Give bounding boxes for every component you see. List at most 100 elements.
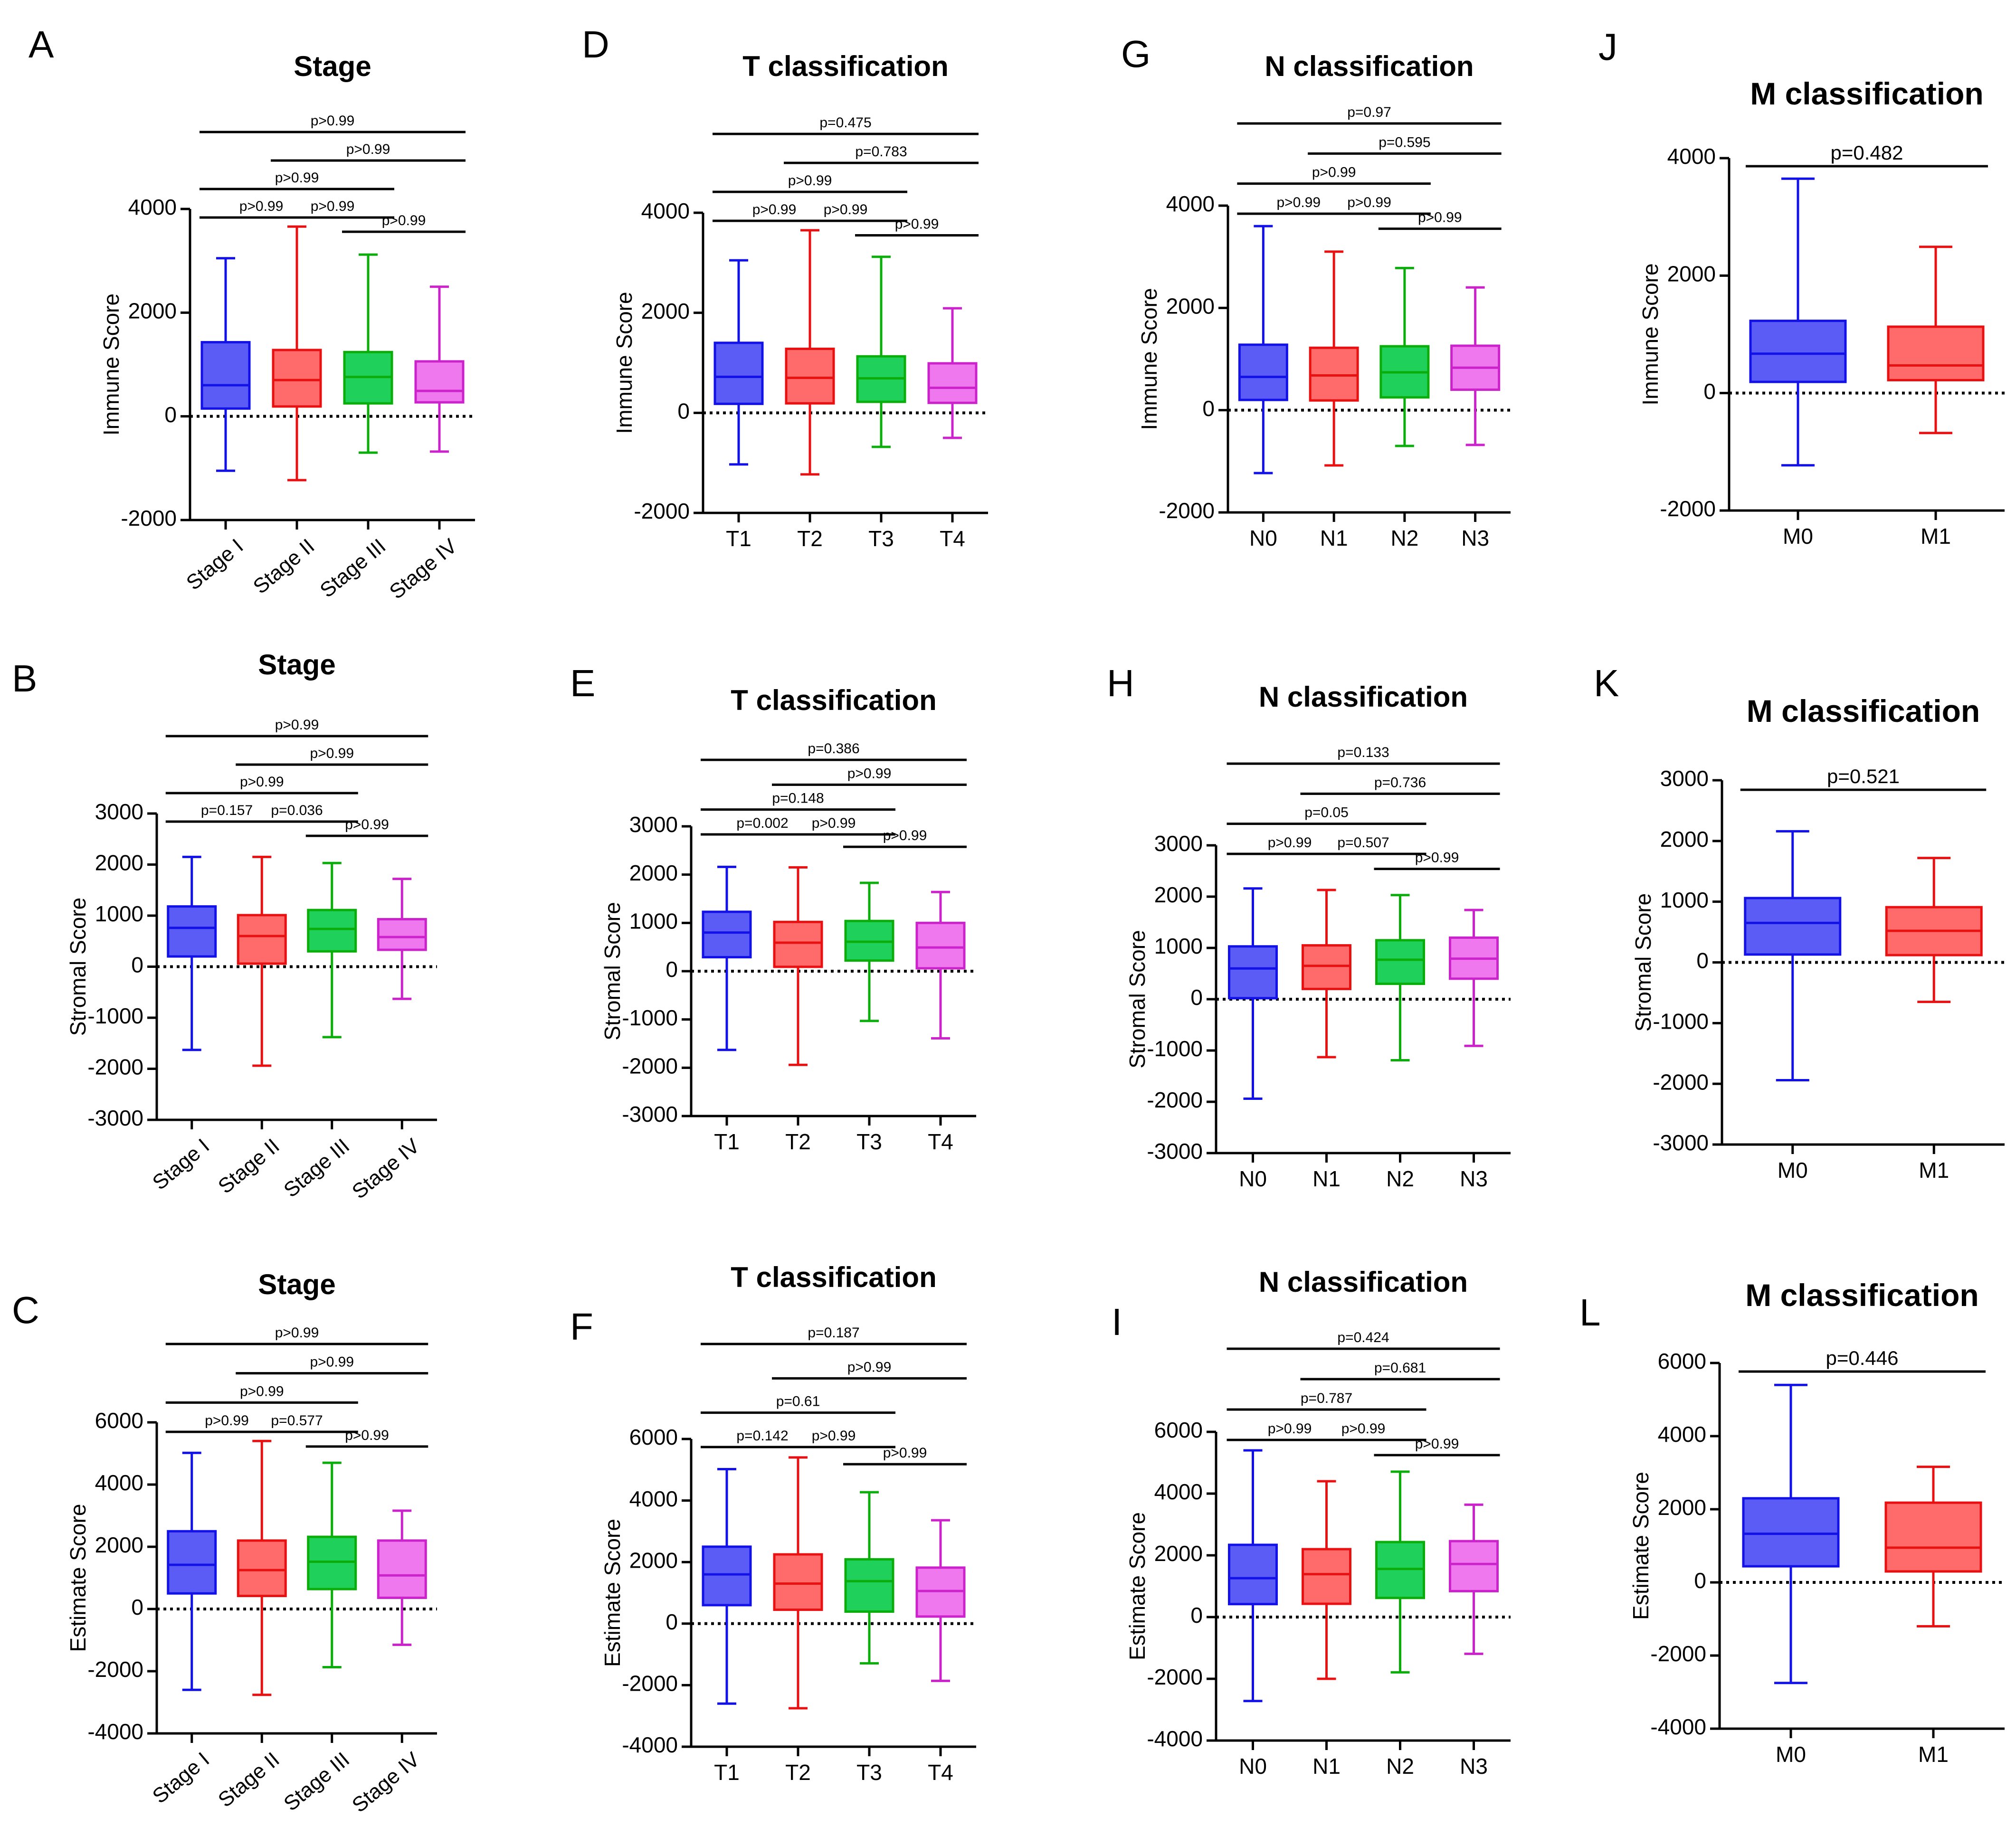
p-value-label: p=0.05	[1304, 805, 1349, 821]
y-tick-label: 6000	[1154, 1418, 1203, 1442]
p-value-label: p=0.482	[1831, 142, 1903, 164]
y-tick-label: 6000	[629, 1425, 678, 1449]
x-tick-label: N2	[1390, 526, 1418, 550]
y-tick-label: -4000	[1650, 1714, 1706, 1739]
p-value-label: p>0.99	[310, 746, 354, 761]
x-tick-label: T4	[928, 1760, 953, 1785]
x-tick-label: M1	[1919, 1158, 1949, 1183]
x-tick-label: Stage IV	[385, 534, 462, 604]
box-iqr	[1887, 325, 1985, 381]
y-tick-label: 0	[1190, 985, 1203, 1010]
p-value-label: p>0.99	[1268, 1421, 1312, 1437]
box-iqr	[307, 909, 357, 953]
p-value-label: p>0.99	[382, 213, 426, 228]
y-tick-label: 0	[1190, 1603, 1203, 1628]
box-iqr	[1238, 343, 1288, 401]
y-tick-label: 4000	[1658, 1422, 1706, 1447]
p-value-label: p=0.521	[1827, 765, 1900, 787]
p-value-label: p=0.187	[808, 1325, 859, 1341]
x-tick-label: Stage II	[249, 534, 319, 598]
x-tick-label: Stage I	[148, 1748, 214, 1808]
box-iqr	[785, 348, 835, 405]
panel-title: Stage	[258, 1268, 335, 1300]
y-tick-label: -1000	[1653, 1009, 1709, 1033]
x-tick-label: Stage III	[279, 1748, 354, 1816]
y-tick-label: 2000	[641, 299, 690, 323]
x-tick-label: N1	[1312, 1166, 1341, 1191]
p-value-label: p>0.99	[1415, 1436, 1459, 1452]
y-tick-label: -1000	[622, 1005, 678, 1030]
panel-letter-i: I	[1112, 1301, 1122, 1343]
y-tick-label: -3000	[1147, 1139, 1203, 1164]
y-tick-label: 0	[677, 398, 690, 423]
y-tick-label: -4000	[87, 1719, 143, 1744]
p-value-label: p=0.783	[855, 144, 907, 160]
x-tick-label: N3	[1460, 1166, 1488, 1191]
p-value-label: p>0.99	[240, 774, 284, 790]
box-iqr	[237, 1539, 287, 1597]
y-tick-label: 2000	[1154, 1541, 1203, 1566]
x-tick-label: N0	[1239, 1754, 1267, 1779]
panel-title: Stage	[258, 649, 335, 681]
panel-title: N classification	[1265, 50, 1474, 82]
y-tick-label: 0	[1694, 1568, 1706, 1593]
x-tick-label: N3	[1460, 1754, 1488, 1779]
y-tick-label: 3000	[1154, 831, 1203, 856]
box-iqr	[713, 341, 764, 405]
box-iqr	[773, 1553, 823, 1611]
y-tick-label: 4000	[641, 199, 690, 223]
panel-letter-l: L	[1579, 1291, 1601, 1334]
box-iqr	[307, 1535, 357, 1590]
x-tick-label: N2	[1386, 1166, 1414, 1191]
x-tick-label: T4	[928, 1129, 953, 1154]
box-iqr	[702, 910, 752, 959]
y-axis-label: Stromal Score	[600, 902, 625, 1040]
p-value-label: p=0.61	[776, 1394, 820, 1410]
x-tick-label: N1	[1320, 526, 1348, 550]
x-tick-label: Stage III	[315, 534, 390, 602]
box-iqr	[702, 1545, 752, 1607]
y-tick-label: 2000	[1154, 882, 1203, 907]
x-tick-label: T2	[785, 1760, 811, 1785]
p-value-label: p>0.99	[345, 817, 389, 833]
p-value-label: p=0.577	[271, 1413, 323, 1429]
y-tick-label: 1000	[629, 909, 678, 933]
x-tick-label: N2	[1386, 1754, 1414, 1779]
y-tick-label: -1000	[1147, 1036, 1203, 1061]
y-tick-label: 6000	[95, 1408, 143, 1433]
p-value-label: p=0.475	[819, 115, 871, 131]
panel-letter-g: G	[1121, 33, 1151, 75]
y-tick-label: -3000	[1653, 1130, 1709, 1155]
y-tick-label: 4000	[629, 1486, 678, 1511]
p-value-label: p=0.681	[1374, 1360, 1426, 1376]
p-value-label: p>0.99	[812, 815, 856, 831]
y-tick-label: -4000	[1147, 1726, 1203, 1751]
y-axis-label: Estimate Score	[1125, 1512, 1150, 1660]
y-tick-label: -4000	[622, 1732, 678, 1757]
y-axis-label: Stromal Score	[1125, 930, 1150, 1068]
p-value-label: p>0.99	[310, 1354, 354, 1370]
p-value-label: p>0.99	[895, 217, 939, 232]
box-iqr	[1742, 1497, 1840, 1568]
p-value-label: p>0.99	[275, 717, 319, 733]
y-tick-label: 4000	[1166, 191, 1215, 216]
panel-letter-f: F	[570, 1306, 593, 1348]
y-tick-label: 4000	[1667, 144, 1716, 169]
p-value-label: p>0.99	[239, 199, 284, 214]
p-value-label: p>0.99	[275, 1325, 319, 1341]
box-iqr	[167, 1530, 217, 1595]
box-iqr	[1228, 1543, 1278, 1606]
p-value-label: p>0.99	[205, 1413, 249, 1429]
p-value-label: p>0.99	[1268, 835, 1312, 851]
y-axis-label: Immune Score	[99, 293, 124, 435]
y-axis-label: Immune Score	[1638, 263, 1663, 405]
p-value-label: p>0.99	[824, 202, 868, 218]
y-tick-label: 0	[666, 957, 678, 982]
x-tick-label: T1	[714, 1760, 740, 1785]
y-tick-label: 4000	[1154, 1479, 1203, 1504]
p-value-label: p=0.157	[201, 803, 253, 818]
y-tick-label: 3000	[1660, 766, 1709, 791]
p-value-label: p>0.99	[812, 1428, 856, 1444]
y-tick-label: 4000	[95, 1470, 143, 1495]
p-value-label: p=0.148	[772, 791, 824, 806]
